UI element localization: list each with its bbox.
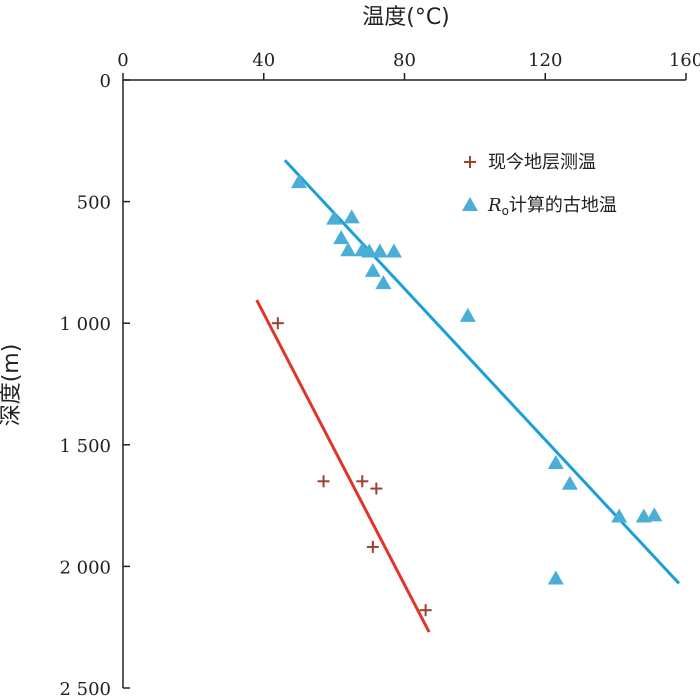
trend-line-1 <box>255 299 431 633</box>
legend: 现今地层测温 Ro计算的古地温 <box>462 152 617 218</box>
data-point-series-1 <box>419 604 432 617</box>
data-point-series-2 <box>646 507 663 522</box>
y-tick-label: 500 <box>77 193 111 214</box>
data-point-series-1 <box>271 317 284 330</box>
data-point-series-2 <box>326 210 343 225</box>
y-tick-label: 1 500 <box>59 436 111 457</box>
data-point-series-2 <box>561 475 578 490</box>
data-points <box>271 174 663 617</box>
data-point-series-1 <box>370 482 383 495</box>
x-tick-label: 120 <box>528 50 562 71</box>
data-point-series-2 <box>340 242 357 257</box>
data-point-series-1 <box>356 475 369 488</box>
trend-line-2 <box>283 159 681 585</box>
x-tick-label: 160 <box>669 50 700 71</box>
axes: 0 40 80 120 160 0 500 1 000 1 500 2 000 2 500 <box>59 50 700 696</box>
y-tick-label: 1 000 <box>59 314 111 335</box>
y-axis-title: 深度(m) <box>0 344 24 427</box>
data-point-series-2 <box>375 275 392 290</box>
x-axis-title: 温度(°C) <box>362 5 450 30</box>
y-tick-label: 2 000 <box>59 557 111 578</box>
legend-marker-1 <box>464 156 476 168</box>
trend-lines <box>255 159 681 633</box>
data-point-series-2 <box>547 570 564 585</box>
y-tick-label: 0 <box>100 71 111 92</box>
data-point-series-2 <box>343 209 360 224</box>
data-point-series-2 <box>290 174 307 189</box>
legend-marker-2 <box>462 197 478 211</box>
legend-label-2: Ro计算的古地温 <box>487 195 617 218</box>
data-point-series-2 <box>371 243 388 258</box>
data-point-series-2 <box>459 307 476 322</box>
x-tick-label: 0 <box>117 50 128 71</box>
legend-label-1: 现今地层测温 <box>488 152 596 173</box>
data-point-series-2 <box>333 230 350 245</box>
data-point-series-2 <box>385 243 402 258</box>
y-tick-label: 2 500 <box>59 679 111 696</box>
data-point-series-2 <box>547 455 564 470</box>
data-point-series-2 <box>364 262 381 277</box>
x-tick-label: 40 <box>252 50 275 71</box>
data-point-series-1 <box>317 475 330 488</box>
x-tick-label: 80 <box>393 50 416 71</box>
data-point-series-2 <box>611 508 628 523</box>
data-point-series-1 <box>366 540 379 553</box>
data-point-series-2 <box>361 243 378 258</box>
